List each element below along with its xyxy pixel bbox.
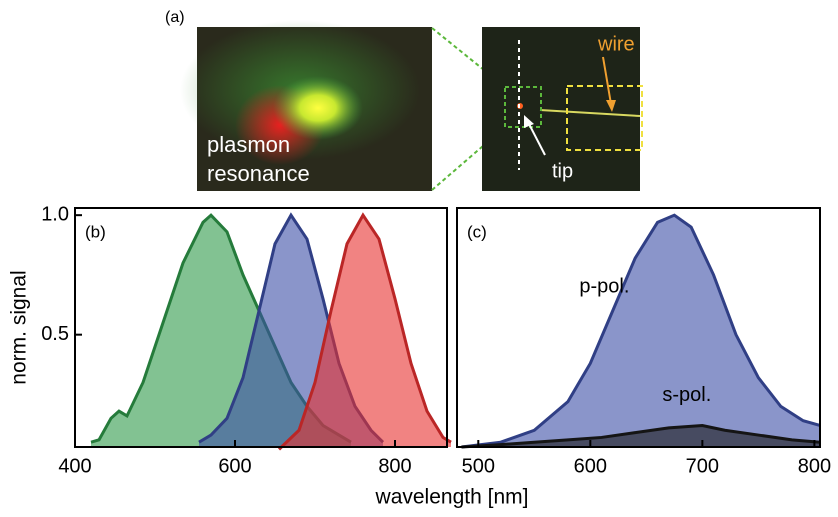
micrograph-right: wire tip: [482, 27, 643, 191]
micrograph-left: plasmon resonance: [180, 20, 432, 191]
line: [461, 213, 821, 449]
plot-frame: [456, 207, 821, 448]
x-tick-label: 400: [58, 455, 91, 477]
x-axis-label: wavelength [nm]: [375, 486, 529, 509]
area: [461, 215, 820, 447]
x-tick-label: 600: [574, 455, 607, 477]
panel-label: (a): [165, 9, 185, 26]
image-label: wire: [597, 33, 635, 55]
y-axis-label: norm. signal: [8, 270, 31, 384]
image-label: resonance: [207, 161, 310, 186]
x-tick-label: 800: [798, 455, 831, 477]
x-tick-label: 700: [686, 455, 719, 477]
panel-label: (c): [467, 222, 487, 241]
area: [279, 215, 451, 450]
series-label: s-pol.: [662, 384, 711, 406]
y-tick-label: 0.5: [41, 323, 69, 345]
y-tick-label: 1.0: [41, 203, 69, 225]
image-label: plasmon: [207, 132, 290, 157]
x-tick-label: 600: [218, 455, 251, 477]
plot-frame: [74, 207, 448, 448]
line: [461, 423, 821, 449]
panel-label: (b): [85, 222, 106, 241]
x-tick-label: 500: [462, 455, 495, 477]
image-label: tip: [552, 160, 573, 182]
series-label: p-pol.: [579, 275, 629, 297]
line: [277, 212, 452, 451]
x-tick-label: 800: [378, 455, 411, 477]
